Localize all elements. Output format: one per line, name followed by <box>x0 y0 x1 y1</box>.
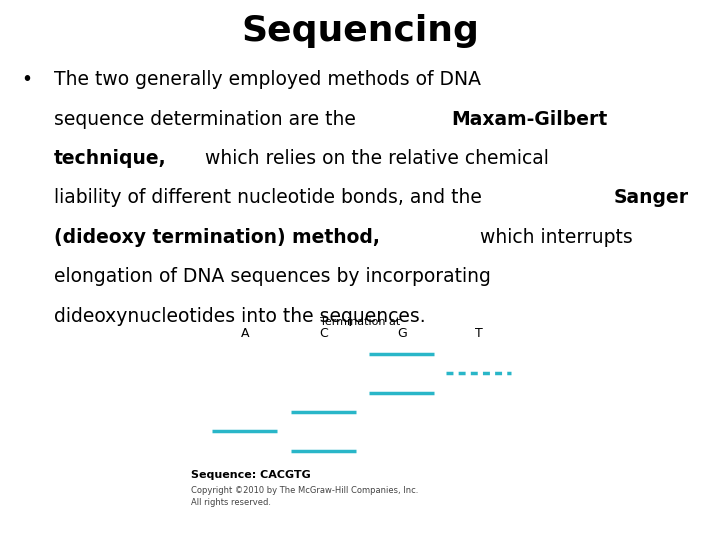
Text: elongation of DNA sequences by incorporating: elongation of DNA sequences by incorpora… <box>54 267 491 286</box>
Text: Sanger: Sanger <box>614 188 689 207</box>
Text: which interrupts: which interrupts <box>474 228 633 247</box>
Text: T: T <box>475 327 482 340</box>
Text: A: A <box>240 327 249 340</box>
Text: which relies on the relative chemical: which relies on the relative chemical <box>199 149 549 168</box>
Text: sequence determination are the: sequence determination are the <box>54 110 362 129</box>
Text: dideoxynucleotides into the sequences.: dideoxynucleotides into the sequences. <box>54 307 426 326</box>
Text: technique,: technique, <box>54 149 166 168</box>
Text: All rights reserved.: All rights reserved. <box>191 498 271 507</box>
Text: The two generally employed methods of DNA: The two generally employed methods of DN… <box>54 70 481 89</box>
Text: liability of different nucleotide bonds, and the: liability of different nucleotide bonds,… <box>54 188 488 207</box>
Text: Termination at: Termination at <box>320 316 400 327</box>
Text: •: • <box>22 70 32 89</box>
Text: Maxam-Gilbert: Maxam-Gilbert <box>451 110 608 129</box>
Text: Copyright ©2010 by The McGraw-Hill Companies, Inc.: Copyright ©2010 by The McGraw-Hill Compa… <box>191 486 418 495</box>
Text: G: G <box>397 327 407 340</box>
Text: Sequencing: Sequencing <box>241 14 479 48</box>
Text: C: C <box>319 327 328 340</box>
Text: (dideoxy termination) method,: (dideoxy termination) method, <box>54 228 380 247</box>
Text: Sequence: CACGTG: Sequence: CACGTG <box>191 470 310 480</box>
